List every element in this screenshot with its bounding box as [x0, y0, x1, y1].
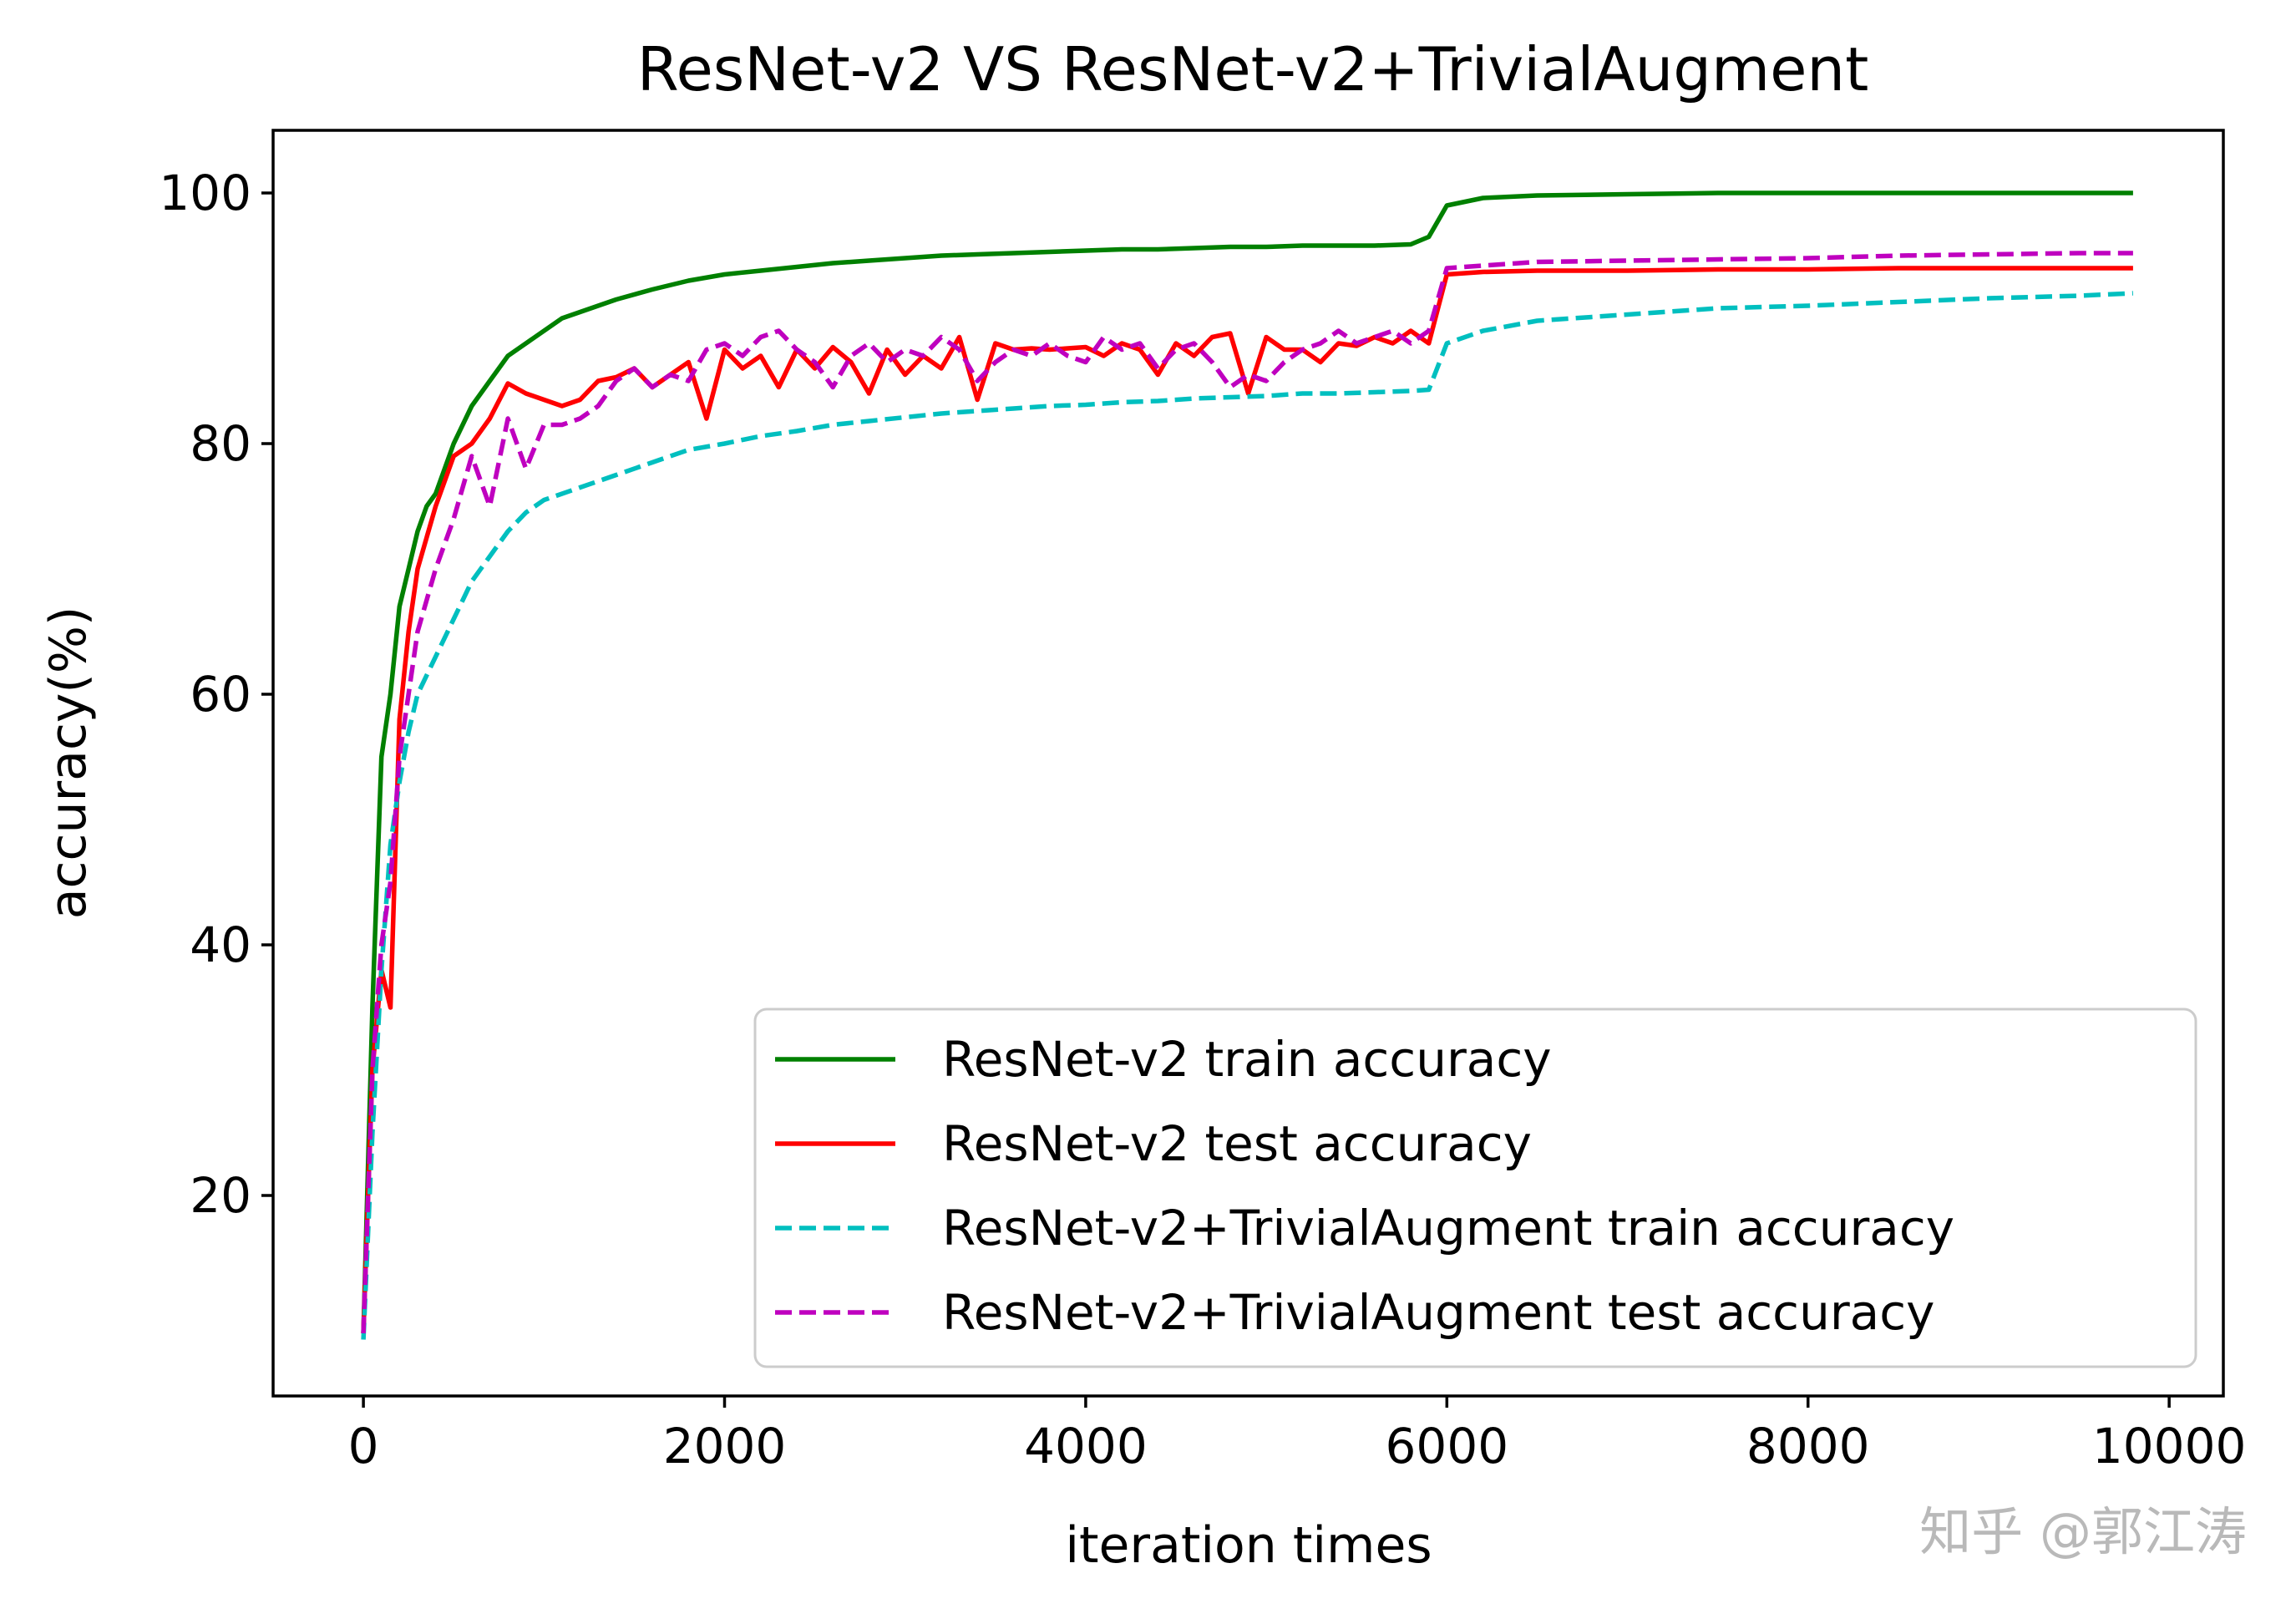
x-tick-label: 6000 — [1386, 1418, 1509, 1474]
series-layer — [361, 190, 2134, 1340]
x-tick-label: 2000 — [663, 1418, 787, 1474]
y-tick-label: 60 — [190, 666, 251, 723]
series-line-2 — [361, 266, 2133, 1334]
x-axis-label: iteration times — [1065, 1516, 1432, 1575]
legend-label: ResNet-v2 test accuracy — [942, 1115, 1532, 1172]
legend-label: ResNet-v2+TrivialAugment test accuracy — [942, 1284, 1934, 1341]
y-tick-label: 80 — [190, 415, 251, 472]
series-line-3 — [361, 291, 2134, 1340]
x-tick-label: 8000 — [1746, 1418, 1870, 1474]
y-tick-label: 20 — [190, 1167, 251, 1224]
plot-frame — [271, 129, 2225, 1398]
y-tick-label: 40 — [190, 916, 251, 973]
x-axis: 0 2000 4000 6000 8000 10000 — [348, 1396, 2247, 1474]
chart-title: ResNet-v2 VS ResNet-v2+TrivialAugment — [637, 34, 1869, 104]
watermark-text: 知乎 @郭江涛 — [1919, 1501, 2247, 1562]
series-line-4 — [361, 251, 2133, 1334]
x-tick-label: 0 — [348, 1418, 379, 1474]
legend-label: ResNet-v2+TrivialAugment train accuracy — [942, 1200, 1954, 1256]
y-axis-label: accuracy(%) — [39, 607, 98, 920]
series-line-1 — [361, 190, 2133, 1334]
legend: ResNet-v2 train accuracy ResNet-v2 test a… — [753, 1008, 2197, 1368]
y-tick-label: 100 — [159, 165, 251, 221]
x-tick-label: 4000 — [1024, 1418, 1148, 1474]
legend-label: ResNet-v2 train accuracy — [942, 1031, 1552, 1088]
x-tick-label: 10000 — [2092, 1418, 2247, 1474]
legend-box — [753, 1008, 2197, 1368]
plot-area — [271, 129, 2225, 1398]
y-axis: 20 40 60 80 100 — [159, 165, 273, 1224]
